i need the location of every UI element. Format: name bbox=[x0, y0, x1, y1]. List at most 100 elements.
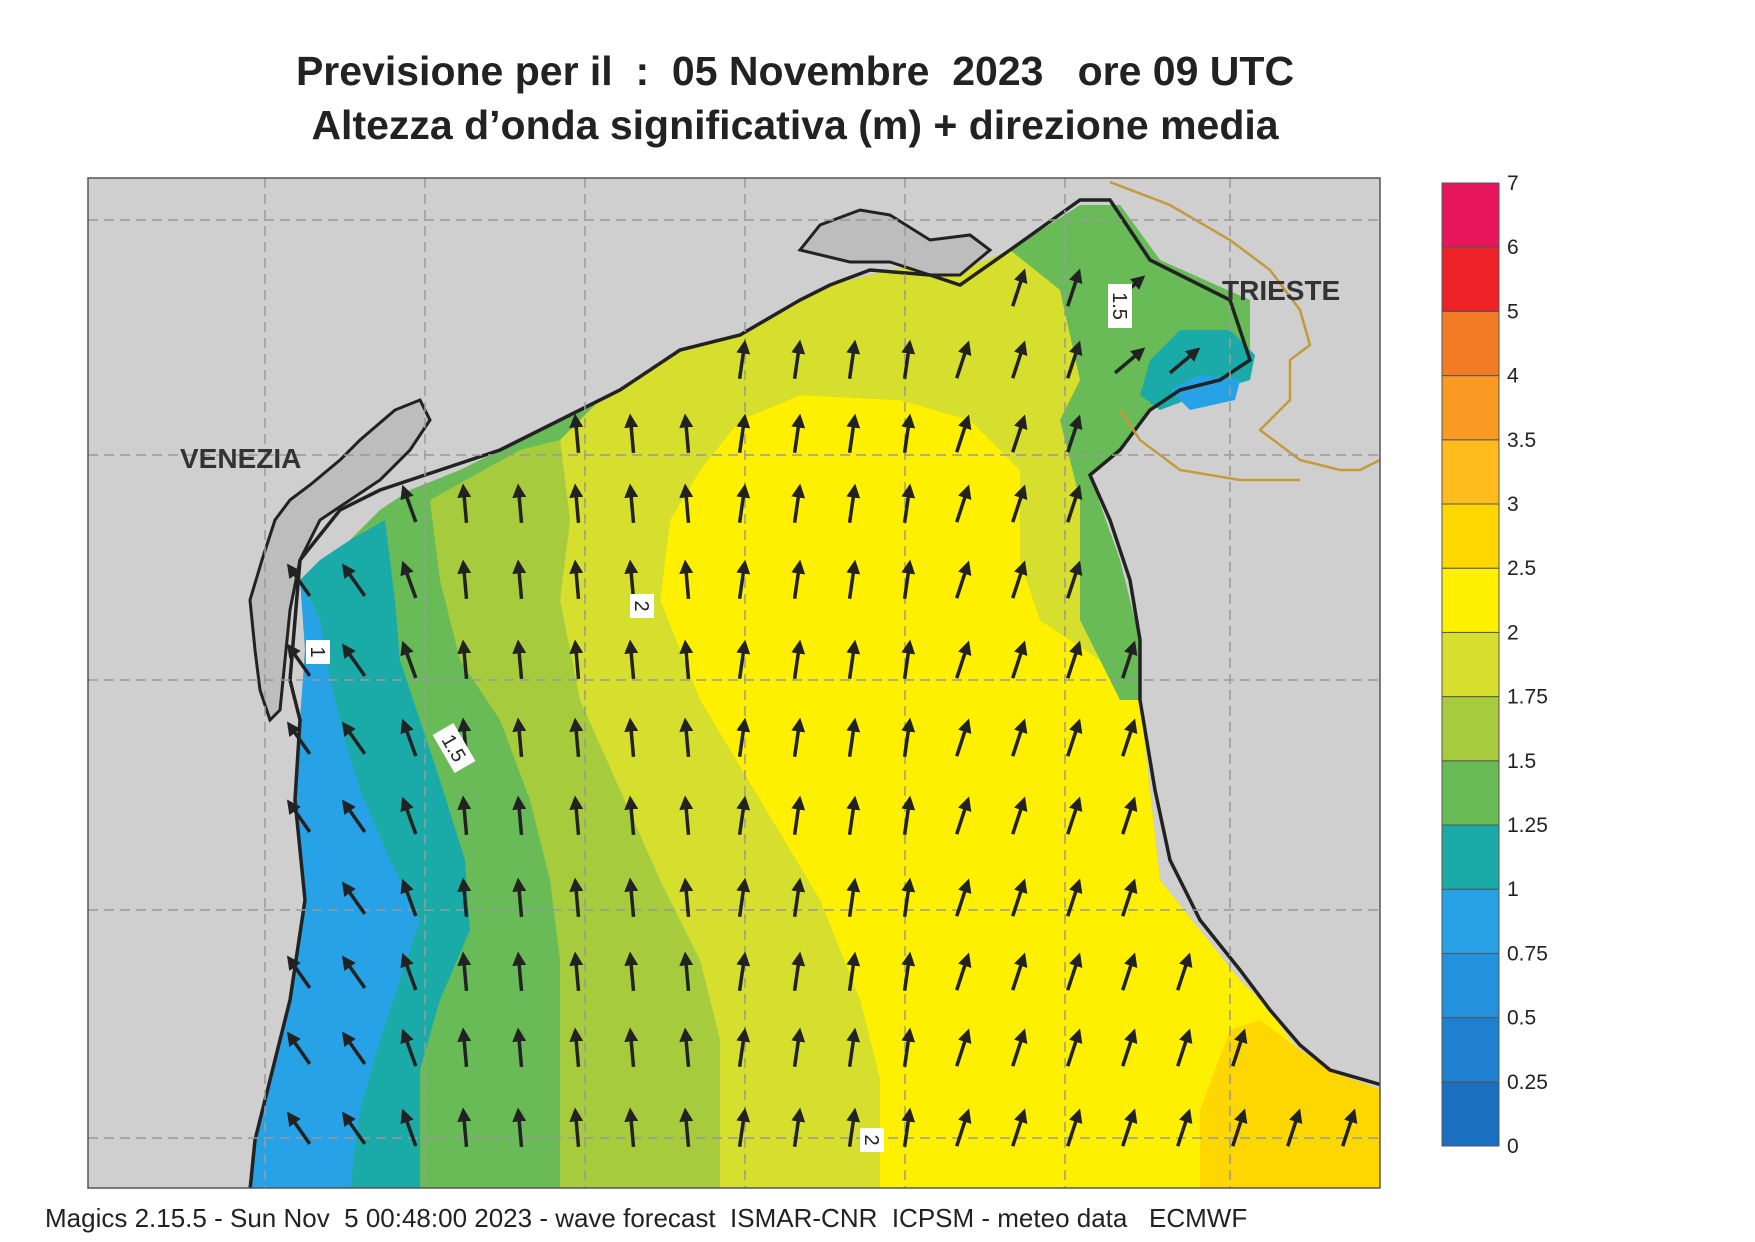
wave-direction-arrow bbox=[1011, 340, 1028, 379]
colorbar-swatch bbox=[1441, 310, 1500, 377]
band-ne-green bbox=[1070, 205, 1220, 420]
colorbar-tick-label: 0.75 bbox=[1507, 942, 1548, 965]
wave-direction-arrow bbox=[341, 1111, 367, 1145]
contour-label: 2 bbox=[630, 594, 654, 618]
wave-direction-arrow bbox=[791, 717, 806, 758]
wave-direction-arrow bbox=[624, 413, 639, 454]
wave-direction-arrow bbox=[1011, 640, 1028, 679]
wave-direction-arrow bbox=[512, 1107, 527, 1148]
wave-direction-arrow bbox=[901, 413, 916, 454]
wave-direction-arrow bbox=[736, 1107, 751, 1148]
colorbar-tick-label: 1 bbox=[1507, 878, 1519, 901]
footer-credits: Magics 2.15.5 - Sun Nov 5 00:48:00 2023 … bbox=[45, 1203, 1248, 1233]
wave-direction-arrow bbox=[736, 413, 751, 454]
wave-direction-arrow bbox=[286, 799, 312, 833]
colorbar-tick-label: 3.5 bbox=[1507, 429, 1536, 452]
colorbar-tick-label: 1.75 bbox=[1507, 686, 1548, 709]
wave-direction-arrow bbox=[569, 717, 584, 758]
colorbar-swatch bbox=[1441, 1017, 1500, 1083]
wave-direction-arrow bbox=[791, 559, 806, 600]
wave-direction-arrow bbox=[400, 1108, 418, 1147]
place-label-trieste: TRIESTE bbox=[1222, 275, 1340, 306]
national-border-2 bbox=[1118, 409, 1300, 482]
wave-direction-arrow bbox=[955, 878, 972, 917]
wave-direction-arrow bbox=[679, 951, 694, 992]
band-2-2.5 bbox=[660, 395, 1380, 1188]
wave-direction-arrow bbox=[679, 639, 694, 680]
wave-direction-arrow bbox=[846, 483, 861, 524]
wave-direction-arrow bbox=[679, 795, 694, 836]
wave-direction-arrow bbox=[791, 413, 806, 454]
colorbar-tick-label: 3 bbox=[1507, 493, 1519, 516]
band-trieste-inner bbox=[1170, 375, 1240, 410]
contour-label: 1.5 bbox=[1108, 284, 1132, 328]
wave-direction-arrow bbox=[846, 717, 861, 758]
colorbar-tick-label: 2.5 bbox=[1507, 557, 1536, 580]
colorbar-tick-label: 0.25 bbox=[1507, 1071, 1548, 1094]
wave-direction-arrow bbox=[512, 483, 527, 524]
svg-text:1.5: 1.5 bbox=[1108, 292, 1130, 320]
colorbar-swatch bbox=[1441, 631, 1500, 698]
wave-direction-arrow bbox=[341, 721, 367, 755]
map-frame bbox=[87, 177, 1381, 1189]
wave-direction-arrow bbox=[569, 1107, 584, 1148]
wave-direction-arrow bbox=[1113, 347, 1146, 375]
wave-direction-arrow bbox=[512, 1027, 527, 1068]
band-1.25-1.5 bbox=[385, 500, 560, 1188]
colorbar-tick-label: 2 bbox=[1507, 621, 1519, 644]
wave-direction-arrow bbox=[400, 952, 418, 991]
wave-direction-arrow bbox=[901, 483, 916, 524]
wave-direction-arrow bbox=[1066, 796, 1083, 835]
coastline bbox=[298, 198, 1380, 1087]
wave-direction-arrow bbox=[624, 1107, 639, 1148]
wave-direction-arrow bbox=[341, 563, 367, 597]
wave-direction-arrow bbox=[736, 559, 751, 600]
wave-direction-arrow bbox=[457, 639, 472, 680]
wave-direction-arrow bbox=[457, 1027, 472, 1068]
wave-direction-arrow bbox=[286, 1111, 312, 1145]
wave-direction-arrow bbox=[569, 639, 584, 680]
colorbar-tick-label: 1.25 bbox=[1507, 814, 1548, 837]
wave-direction-arrow bbox=[1231, 1028, 1248, 1067]
wave-direction-arrow bbox=[679, 483, 694, 524]
wave-direction-arrow bbox=[846, 1107, 861, 1148]
svg-text:2: 2 bbox=[630, 600, 652, 611]
wave-direction-arrow bbox=[736, 339, 751, 380]
colorbar-swatch bbox=[1441, 696, 1500, 762]
place-label-venezia: VENEZIA bbox=[180, 443, 301, 474]
wave-direction-arrow bbox=[1066, 1108, 1083, 1147]
wave-direction-arrow bbox=[1176, 1108, 1193, 1147]
wave-direction-arrow bbox=[679, 877, 694, 918]
wave-direction-arrow bbox=[1168, 347, 1201, 375]
band-trieste-gulf bbox=[1140, 330, 1255, 410]
wave-direction-arrow bbox=[901, 559, 916, 600]
wave-direction-arrow bbox=[512, 877, 527, 918]
wave-direction-arrow bbox=[846, 413, 861, 454]
colorbar-tick-label: 0 bbox=[1507, 1135, 1519, 1158]
svg-text:2: 2 bbox=[860, 1134, 882, 1145]
wave-direction-arrow bbox=[1066, 952, 1083, 991]
wave-direction-arrow bbox=[955, 796, 972, 835]
wave-direction-arrow bbox=[846, 639, 861, 680]
wave-direction-arrow bbox=[1121, 1028, 1138, 1067]
wave-direction-arrow bbox=[1231, 1108, 1248, 1147]
colorbar-swatch bbox=[1441, 567, 1500, 633]
wave-direction-arrow bbox=[457, 559, 472, 600]
wave-direction-arrow bbox=[736, 795, 751, 836]
wave-direction-arrow bbox=[1011, 1108, 1028, 1147]
svg-text:1: 1 bbox=[306, 646, 328, 657]
contour-label: 1 bbox=[306, 640, 330, 664]
venice-lagoon-land bbox=[248, 398, 432, 723]
wave-direction-arrow bbox=[1121, 718, 1138, 757]
wave-direction-arrow bbox=[400, 560, 418, 599]
wave-direction-arrow bbox=[791, 339, 806, 380]
wave-direction-arrow bbox=[1121, 952, 1138, 991]
national-border bbox=[1109, 180, 1380, 472]
wave-direction-arrow bbox=[624, 877, 639, 918]
wave-direction-arrow bbox=[400, 878, 418, 917]
wave-direction-arrow bbox=[1176, 952, 1193, 991]
colorbar-swatch bbox=[1441, 439, 1500, 505]
wave-direction-arrow bbox=[624, 1027, 639, 1068]
colorbar-swatch bbox=[1441, 760, 1500, 826]
